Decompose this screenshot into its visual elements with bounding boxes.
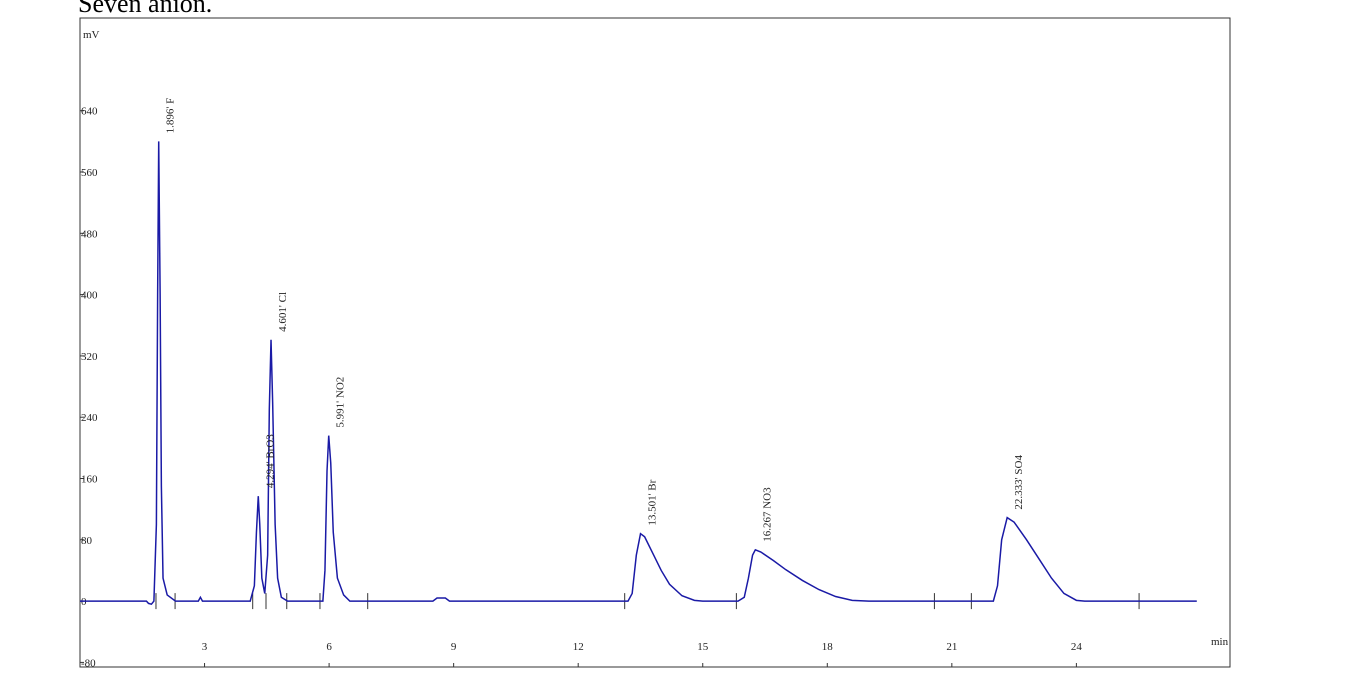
peak-label: 1.896' F xyxy=(165,98,177,134)
y-tick-label: -80 xyxy=(81,657,96,669)
peak-label: 5.991' NO2 xyxy=(335,377,347,428)
y-tick-label: 80 xyxy=(81,535,93,547)
x-tick-label: 6 xyxy=(326,641,332,653)
x-tick-label: 9 xyxy=(451,641,457,653)
y-tick-label: 0 xyxy=(81,596,87,608)
x-tick-label: 15 xyxy=(697,641,709,653)
x-tick-label: 24 xyxy=(1071,641,1083,653)
peak-label: 4.601' Cl xyxy=(277,292,289,332)
y-tick-label: 480 xyxy=(81,228,98,240)
y-tick-label: 240 xyxy=(81,412,98,424)
x-tick-label: 12 xyxy=(573,641,584,653)
y-tick-label: 640 xyxy=(81,106,98,118)
y-tick-label: 320 xyxy=(81,351,98,363)
plot-frame xyxy=(79,17,1231,668)
y-tick-label: 400 xyxy=(81,290,98,302)
chart-title: Seven anion. xyxy=(78,0,212,18)
y-tick-label: 560 xyxy=(81,167,98,179)
x-tick-label: 3 xyxy=(202,641,208,653)
x-axis-label: min xyxy=(1211,636,1229,648)
x-tick-label: 21 xyxy=(946,641,957,653)
peak-label: 16.267 NO3 xyxy=(761,487,773,542)
signal-line xyxy=(80,141,1197,606)
peak-label: 13.501' Br xyxy=(647,479,659,525)
peak-label: 4.294' BrO3 xyxy=(264,434,276,488)
y-tick-label: 160 xyxy=(81,474,98,486)
x-tick-label: 18 xyxy=(822,641,834,653)
peak-label: 22.333' SO4 xyxy=(1013,455,1025,510)
y-axis-label: mV xyxy=(83,29,100,41)
